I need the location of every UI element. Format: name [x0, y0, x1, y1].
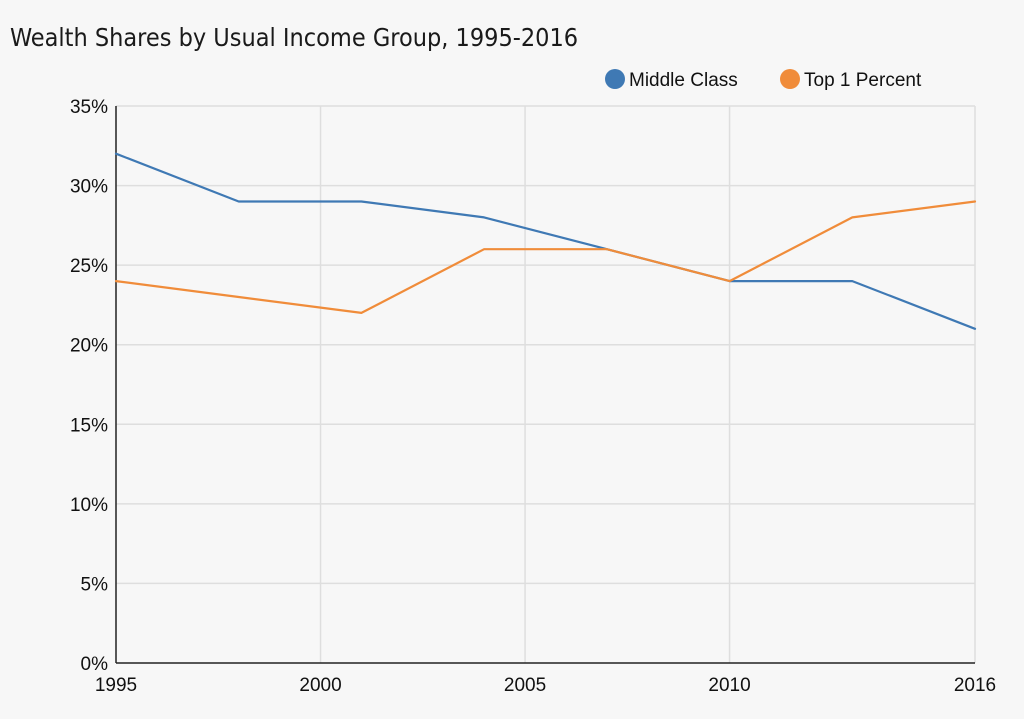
chart-title: Wealth Shares by Usual Income Group, 199… — [10, 23, 578, 52]
x-tick-label: 2000 — [299, 675, 341, 696]
series-line-middle-class — [114, 152, 977, 330]
y-tick-label: 0% — [81, 654, 109, 675]
y-tick-label: 15% — [70, 415, 108, 436]
y-tick-label: 35% — [70, 97, 108, 118]
series-line-top-1-percent — [114, 200, 977, 314]
legend-item-top-1-percent[interactable]: Top 1 Percent — [780, 69, 922, 91]
legend-swatch — [780, 69, 800, 89]
y-tick-label: 10% — [70, 495, 108, 516]
y-tick-label: 5% — [81, 574, 109, 595]
x-tick-label: 2016 — [954, 675, 996, 696]
y-tick-label: 25% — [70, 256, 108, 277]
legend: Middle Class Top 1 Percent — [605, 69, 922, 91]
grid-layer — [116, 105, 976, 663]
legend-swatch — [605, 69, 625, 89]
x-tick-label: 1995 — [95, 675, 137, 696]
y-tick-label: 20% — [70, 336, 108, 357]
y-tick-label: 30% — [70, 177, 108, 198]
series-layer — [114, 152, 977, 330]
legend-label: Middle Class — [629, 70, 738, 91]
legend-item-middle-class[interactable]: Middle Class — [605, 69, 738, 91]
axis-layer: 0% 5% 10% 15% 20% 25% 30% 35% 1995 2000 2005 2010 20… — [70, 97, 996, 696]
x-tick-label: 2005 — [504, 675, 546, 696]
x-tick-label: 2010 — [708, 675, 750, 696]
legend-label: Top 1 Percent — [804, 70, 922, 91]
